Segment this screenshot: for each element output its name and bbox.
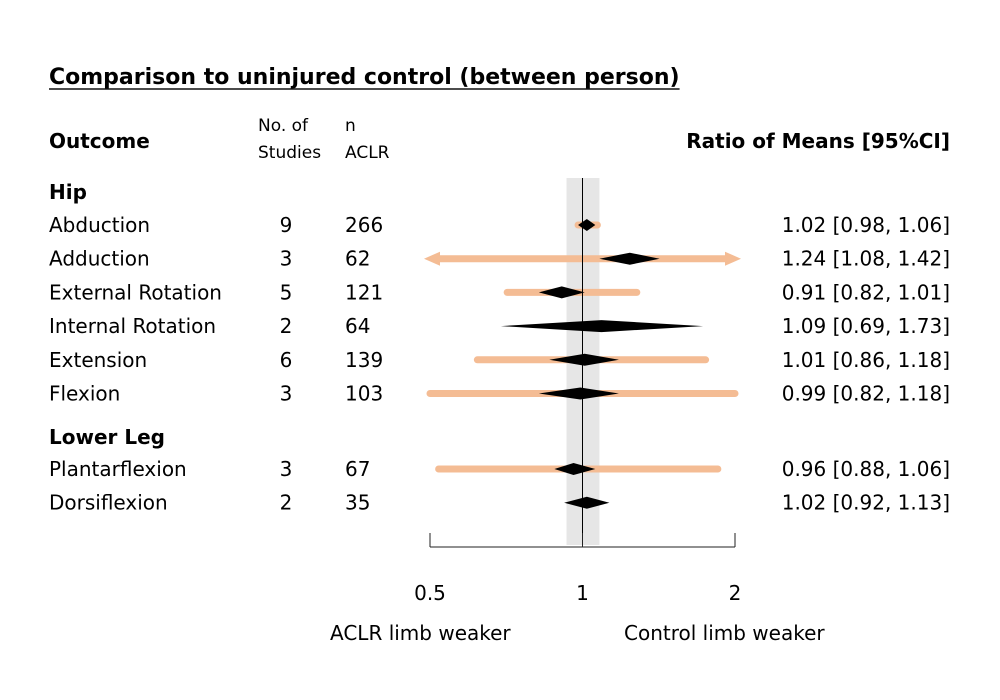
row-label: Plantarflexion [49, 457, 187, 481]
row-effect-text: 1.02 [0.98, 1.06] [782, 213, 950, 237]
estimate-diamond [578, 219, 596, 231]
row-studies: 9 [280, 213, 293, 237]
estimate-diamond [599, 252, 660, 265]
row-effect-text: 1.02 [0.92, 1.13] [782, 491, 950, 515]
row-n: 139 [345, 348, 383, 372]
row-effect-text: 0.91 [0.82, 1.01] [782, 280, 950, 304]
row-effect-text: 1.01 [0.86, 1.18] [782, 348, 950, 372]
row-label: Abduction [49, 213, 150, 237]
row-studies: 5 [280, 280, 293, 304]
column-header-outcome: Outcome [49, 129, 150, 153]
x-label-right: Control limb weaker [624, 621, 825, 645]
row-label: Adduction [49, 247, 150, 271]
row-effect-text: 0.96 [0.88, 1.06] [782, 457, 950, 481]
prediction-arrow-right [725, 251, 741, 266]
estimate-diamond [564, 496, 610, 509]
row-n: 103 [345, 382, 383, 406]
estimate-diamond [554, 463, 596, 475]
row-label: Extension [49, 348, 147, 372]
row-studies: 2 [280, 491, 293, 515]
row-effect-text: 0.99 [0.82, 1.18] [782, 382, 950, 406]
estimate-diamond [538, 286, 585, 299]
row-studies: 6 [280, 348, 293, 372]
row-label: Dorsiflexion [49, 491, 168, 515]
row-label: Internal Rotation [49, 314, 216, 338]
x-tick-label: 0.5 [414, 581, 446, 605]
row-studies: 3 [280, 247, 293, 271]
column-header-effect: Ratio of Means [95%CI] [686, 129, 950, 153]
row-n: 35 [345, 491, 370, 515]
row-n: 121 [345, 280, 383, 304]
chart-title: Comparison to uninjured control (between… [49, 65, 680, 90]
row-studies: 3 [280, 382, 293, 406]
x-label-left: ACLR limb weaker [330, 621, 511, 645]
column-header-n-line1: n [345, 116, 356, 136]
group-label: Lower Leg [49, 425, 165, 449]
estimate-diamond [500, 320, 704, 333]
x-tick-label: 2 [729, 581, 742, 605]
row-effect-text: 1.09 [0.69, 1.73] [782, 314, 950, 338]
row-n: 64 [345, 314, 370, 338]
row-n: 67 [345, 457, 370, 481]
row-effect-text: 1.24 [1.08, 1.42] [782, 247, 950, 271]
row-n: 266 [345, 213, 383, 237]
row-studies: 2 [280, 314, 293, 338]
row-label: External Rotation [49, 280, 222, 304]
estimate-diamond [538, 387, 619, 400]
column-header-studies-line2: Studies [258, 143, 321, 163]
prediction-arrow-left [424, 251, 440, 266]
row-label: Flexion [49, 382, 120, 406]
column-header-studies-line1: No. of [258, 116, 309, 136]
estimate-diamond [549, 353, 619, 366]
x-tick-label: 1 [576, 581, 589, 605]
row-n: 62 [345, 247, 370, 271]
column-header-n-line2: ACLR [345, 143, 390, 163]
group-label: Hip [49, 180, 87, 204]
row-studies: 3 [280, 457, 293, 481]
